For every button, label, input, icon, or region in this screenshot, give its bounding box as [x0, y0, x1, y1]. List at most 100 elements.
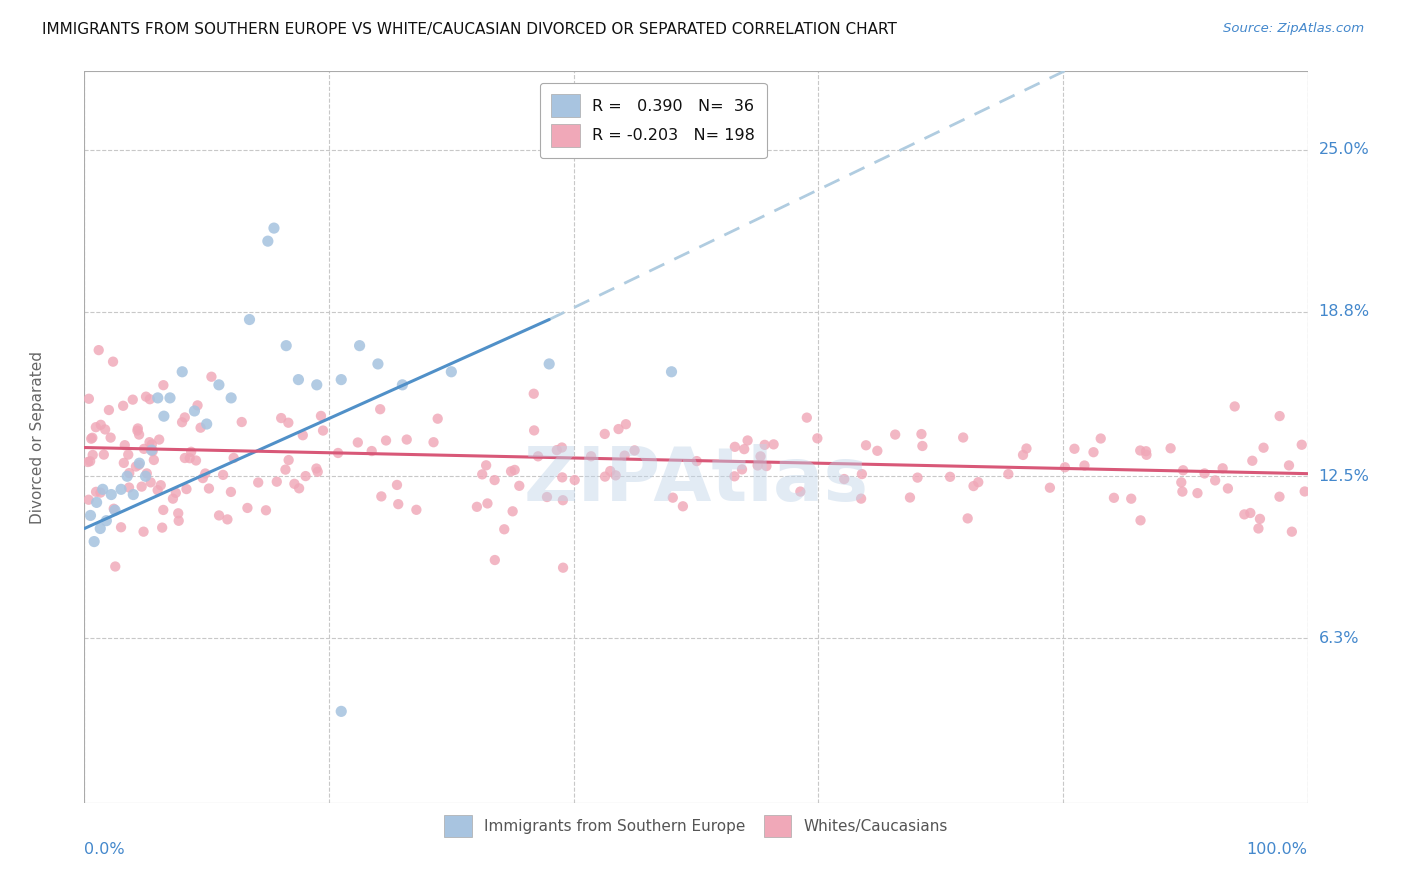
Point	[1268, 409, 1291, 423]
Point	[104, 559, 127, 574]
Point	[426, 411, 449, 425]
Point	[254, 503, 277, 517]
Point	[97, 403, 120, 417]
Point	[952, 430, 974, 444]
Point	[100, 431, 122, 445]
Point	[238, 312, 260, 326]
Point	[305, 377, 328, 392]
Point	[724, 440, 747, 454]
Point	[593, 469, 616, 483]
Point	[1233, 508, 1256, 522]
Point	[508, 479, 530, 493]
Point	[172, 365, 194, 379]
Point	[1121, 491, 1143, 506]
Text: 18.8%: 18.8%	[1319, 304, 1369, 319]
Point	[110, 483, 132, 497]
Point	[1090, 432, 1112, 446]
Point	[910, 427, 932, 442]
Point	[1012, 448, 1035, 462]
Point	[94, 422, 117, 436]
Point	[551, 441, 574, 455]
Point	[122, 487, 145, 501]
Point	[103, 501, 125, 516]
Point	[128, 427, 150, 442]
Point	[1129, 513, 1152, 527]
Point	[77, 392, 100, 406]
Point	[551, 560, 574, 574]
Point	[1291, 438, 1313, 452]
Point	[395, 433, 418, 447]
Point	[138, 435, 160, 450]
Point	[236, 500, 259, 515]
Point	[997, 467, 1019, 481]
Point	[349, 339, 371, 353]
Point	[385, 478, 408, 492]
Point	[208, 508, 231, 523]
Point	[551, 493, 574, 508]
Point	[849, 491, 872, 506]
Point	[1278, 458, 1301, 473]
Point	[1194, 467, 1216, 481]
Point	[118, 466, 141, 480]
Point	[165, 486, 187, 500]
Text: ZIPAtlas: ZIPAtlas	[523, 444, 869, 517]
Point	[135, 390, 157, 404]
Point	[375, 434, 398, 448]
Point	[1171, 463, 1194, 477]
Point	[1135, 448, 1157, 462]
Text: Source: ZipAtlas.com: Source: ZipAtlas.com	[1223, 22, 1364, 36]
Point	[551, 470, 574, 484]
Point	[346, 435, 368, 450]
Point	[599, 464, 621, 478]
Point	[494, 522, 516, 536]
Point	[1253, 441, 1275, 455]
Point	[1294, 484, 1316, 499]
Point	[132, 524, 155, 539]
Point	[1135, 444, 1157, 458]
Point	[167, 506, 190, 520]
Point	[121, 392, 143, 407]
Point	[276, 339, 298, 353]
Point	[173, 410, 195, 425]
Point	[731, 462, 754, 476]
Point	[1171, 484, 1194, 499]
Point	[326, 446, 349, 460]
Point	[1281, 524, 1303, 539]
Point	[257, 234, 280, 248]
Point	[141, 437, 163, 451]
Point	[274, 462, 297, 476]
Text: 0.0%: 0.0%	[84, 842, 125, 856]
Point	[179, 451, 201, 466]
Point	[605, 468, 627, 483]
Point	[194, 467, 217, 481]
Point	[173, 450, 195, 465]
Point	[76, 455, 98, 469]
Point	[217, 512, 239, 526]
Point	[142, 453, 165, 467]
Point	[127, 424, 149, 438]
Point	[855, 438, 877, 452]
Point	[370, 490, 392, 504]
Point	[146, 391, 169, 405]
Point	[141, 443, 163, 458]
Point	[866, 443, 889, 458]
Point	[536, 490, 558, 504]
Point	[184, 453, 207, 467]
Point	[546, 443, 568, 458]
Point	[150, 521, 173, 535]
Point	[208, 377, 231, 392]
Point	[212, 467, 235, 482]
Point	[131, 480, 153, 494]
Point	[956, 511, 979, 525]
Point	[789, 484, 811, 499]
Point	[579, 450, 602, 464]
Point	[527, 450, 550, 464]
Point	[110, 520, 132, 534]
Point	[263, 221, 285, 235]
Text: 100.0%: 100.0%	[1247, 842, 1308, 856]
Point	[112, 399, 135, 413]
Point	[465, 500, 488, 514]
Point	[330, 705, 353, 719]
Point	[114, 438, 136, 452]
Point	[754, 438, 776, 452]
